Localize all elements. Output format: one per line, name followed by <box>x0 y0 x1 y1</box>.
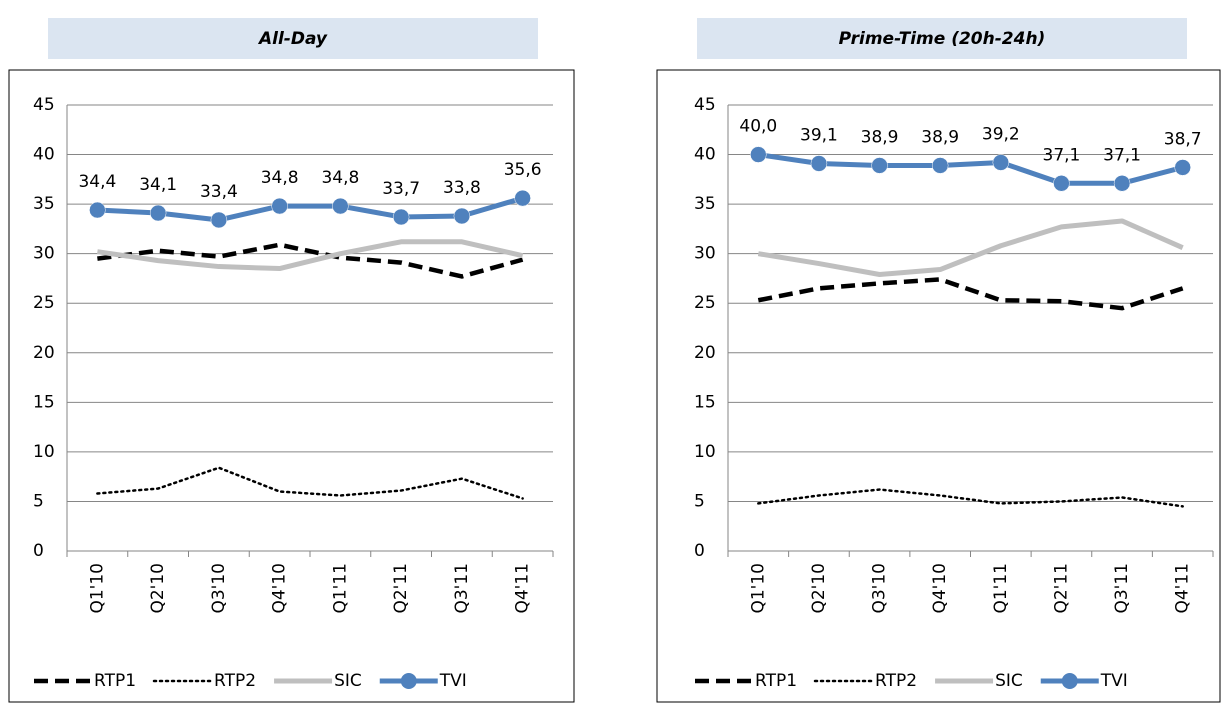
x-tick-label: Q2'11 <box>1051 563 1071 614</box>
x-tick-label: Q3'10 <box>870 563 890 614</box>
legend-label: TVI <box>1100 671 1128 691</box>
legend-marker <box>400 673 417 689</box>
y-tick-label: 5 <box>33 491 44 511</box>
y-tick-label: 10 <box>33 442 55 462</box>
data-label: 37,1 <box>1043 145 1081 165</box>
legend-label: SIC <box>995 671 1023 691</box>
y-tick-label: 10 <box>694 442 716 462</box>
data-label: 39,1 <box>800 125 838 145</box>
data-label: 34,4 <box>78 172 116 192</box>
series-line <box>97 242 524 279</box>
legend-marker <box>1061 673 1078 689</box>
chart: All-Day 0 5 10 15 20 25 30 35 40 45 Q1'10 Q2'10 Q3'10… <box>8 18 575 703</box>
x-tick-label: Q3'11 <box>1112 563 1132 614</box>
y-tick-label: 5 <box>694 491 705 511</box>
title-box <box>697 18 1187 59</box>
x-tick-label: Q1'10 <box>748 563 768 614</box>
y-tick-label: 0 <box>33 541 44 561</box>
point-marker <box>453 207 471 225</box>
legend-label: RTP1 <box>94 671 136 691</box>
y-tick-label: 25 <box>694 293 716 313</box>
legend-label: RTP2 <box>214 671 256 691</box>
point-marker <box>392 208 410 226</box>
chart-frame <box>656 69 1221 703</box>
chart: Prime-Time (20h-24h) 0 5 10 15 20 25 30 35 40 45 Q1… <box>656 18 1221 703</box>
point-marker <box>332 197 349 215</box>
y-tick-label: 15 <box>694 392 716 412</box>
series-line <box>97 195 524 223</box>
data-label: 37,1 <box>1103 145 1141 165</box>
y-tick-label: 15 <box>33 392 55 412</box>
data-label: 38,9 <box>861 127 899 147</box>
point-marker <box>992 154 1010 171</box>
legend-label: RTP2 <box>875 671 917 691</box>
chart-frame <box>8 69 575 703</box>
point-marker <box>89 201 106 219</box>
data-label: 38,9 <box>921 127 959 147</box>
y-tick-label: 25 <box>33 293 55 313</box>
data-label: 34,1 <box>139 175 177 195</box>
series-line <box>757 218 1184 277</box>
x-tick-label: Q2'10 <box>148 563 168 614</box>
x-tick-label: Q4'11 <box>1173 563 1193 614</box>
point-marker <box>514 189 531 207</box>
y-tick-label: 30 <box>33 244 55 264</box>
series-line <box>757 152 1184 186</box>
x-tick-label: Q4'10 <box>930 563 950 614</box>
legend-label: RTP1 <box>755 671 797 691</box>
y-tick-label: 45 <box>694 95 716 115</box>
data-label: 33,4 <box>200 182 238 202</box>
legend-label: SIC <box>334 671 362 691</box>
y-tick-label: 0 <box>694 541 705 561</box>
series-line <box>757 488 1184 508</box>
x-tick-label: Q3'11 <box>452 563 472 614</box>
point-marker <box>1053 175 1070 192</box>
data-label: 34,8 <box>261 168 299 188</box>
y-tick-label: 35 <box>33 194 55 214</box>
point-marker <box>271 197 288 215</box>
point-marker <box>149 204 167 222</box>
point-marker <box>750 146 767 163</box>
y-tick-label: 30 <box>694 244 716 264</box>
x-tick-label: Q1'10 <box>87 563 107 614</box>
y-tick-label: 20 <box>694 343 716 363</box>
data-label: 33,8 <box>443 178 481 198</box>
legend-label: TVI <box>439 671 467 691</box>
chart-title: All-Day <box>257 29 328 49</box>
data-label: 38,7 <box>1164 129 1202 149</box>
data-label: 33,7 <box>382 179 420 199</box>
data-label: 40,0 <box>739 117 777 137</box>
x-tick-label: Q4'11 <box>513 563 533 614</box>
x-tick-label: Q3'10 <box>209 563 229 614</box>
point-marker <box>210 211 228 229</box>
point-marker <box>1113 175 1131 192</box>
point-marker <box>931 157 949 174</box>
point-marker <box>871 157 888 174</box>
y-tick-label: 45 <box>33 95 55 115</box>
data-label: 34,8 <box>321 168 359 188</box>
series-line <box>757 277 1184 311</box>
x-tick-label: Q4'10 <box>270 563 290 614</box>
data-label: 35,6 <box>504 160 542 180</box>
point-marker <box>810 155 828 172</box>
series-line <box>97 239 524 272</box>
data-label: 39,2 <box>982 124 1020 144</box>
x-tick-label: Q2'11 <box>391 563 411 614</box>
x-tick-label: Q2'10 <box>809 563 829 614</box>
y-tick-label: 40 <box>33 145 55 165</box>
y-tick-label: 35 <box>694 194 716 214</box>
title-box <box>48 18 538 59</box>
series-line <box>96 466 524 500</box>
y-tick-label: 20 <box>33 343 55 363</box>
point-marker <box>1174 159 1191 176</box>
x-tick-label: Q1'11 <box>991 563 1011 614</box>
x-tick-label: Q1'11 <box>330 563 350 614</box>
chart-title: Prime-Time (20h-24h) <box>839 29 1046 49</box>
y-tick-label: 40 <box>694 145 716 165</box>
